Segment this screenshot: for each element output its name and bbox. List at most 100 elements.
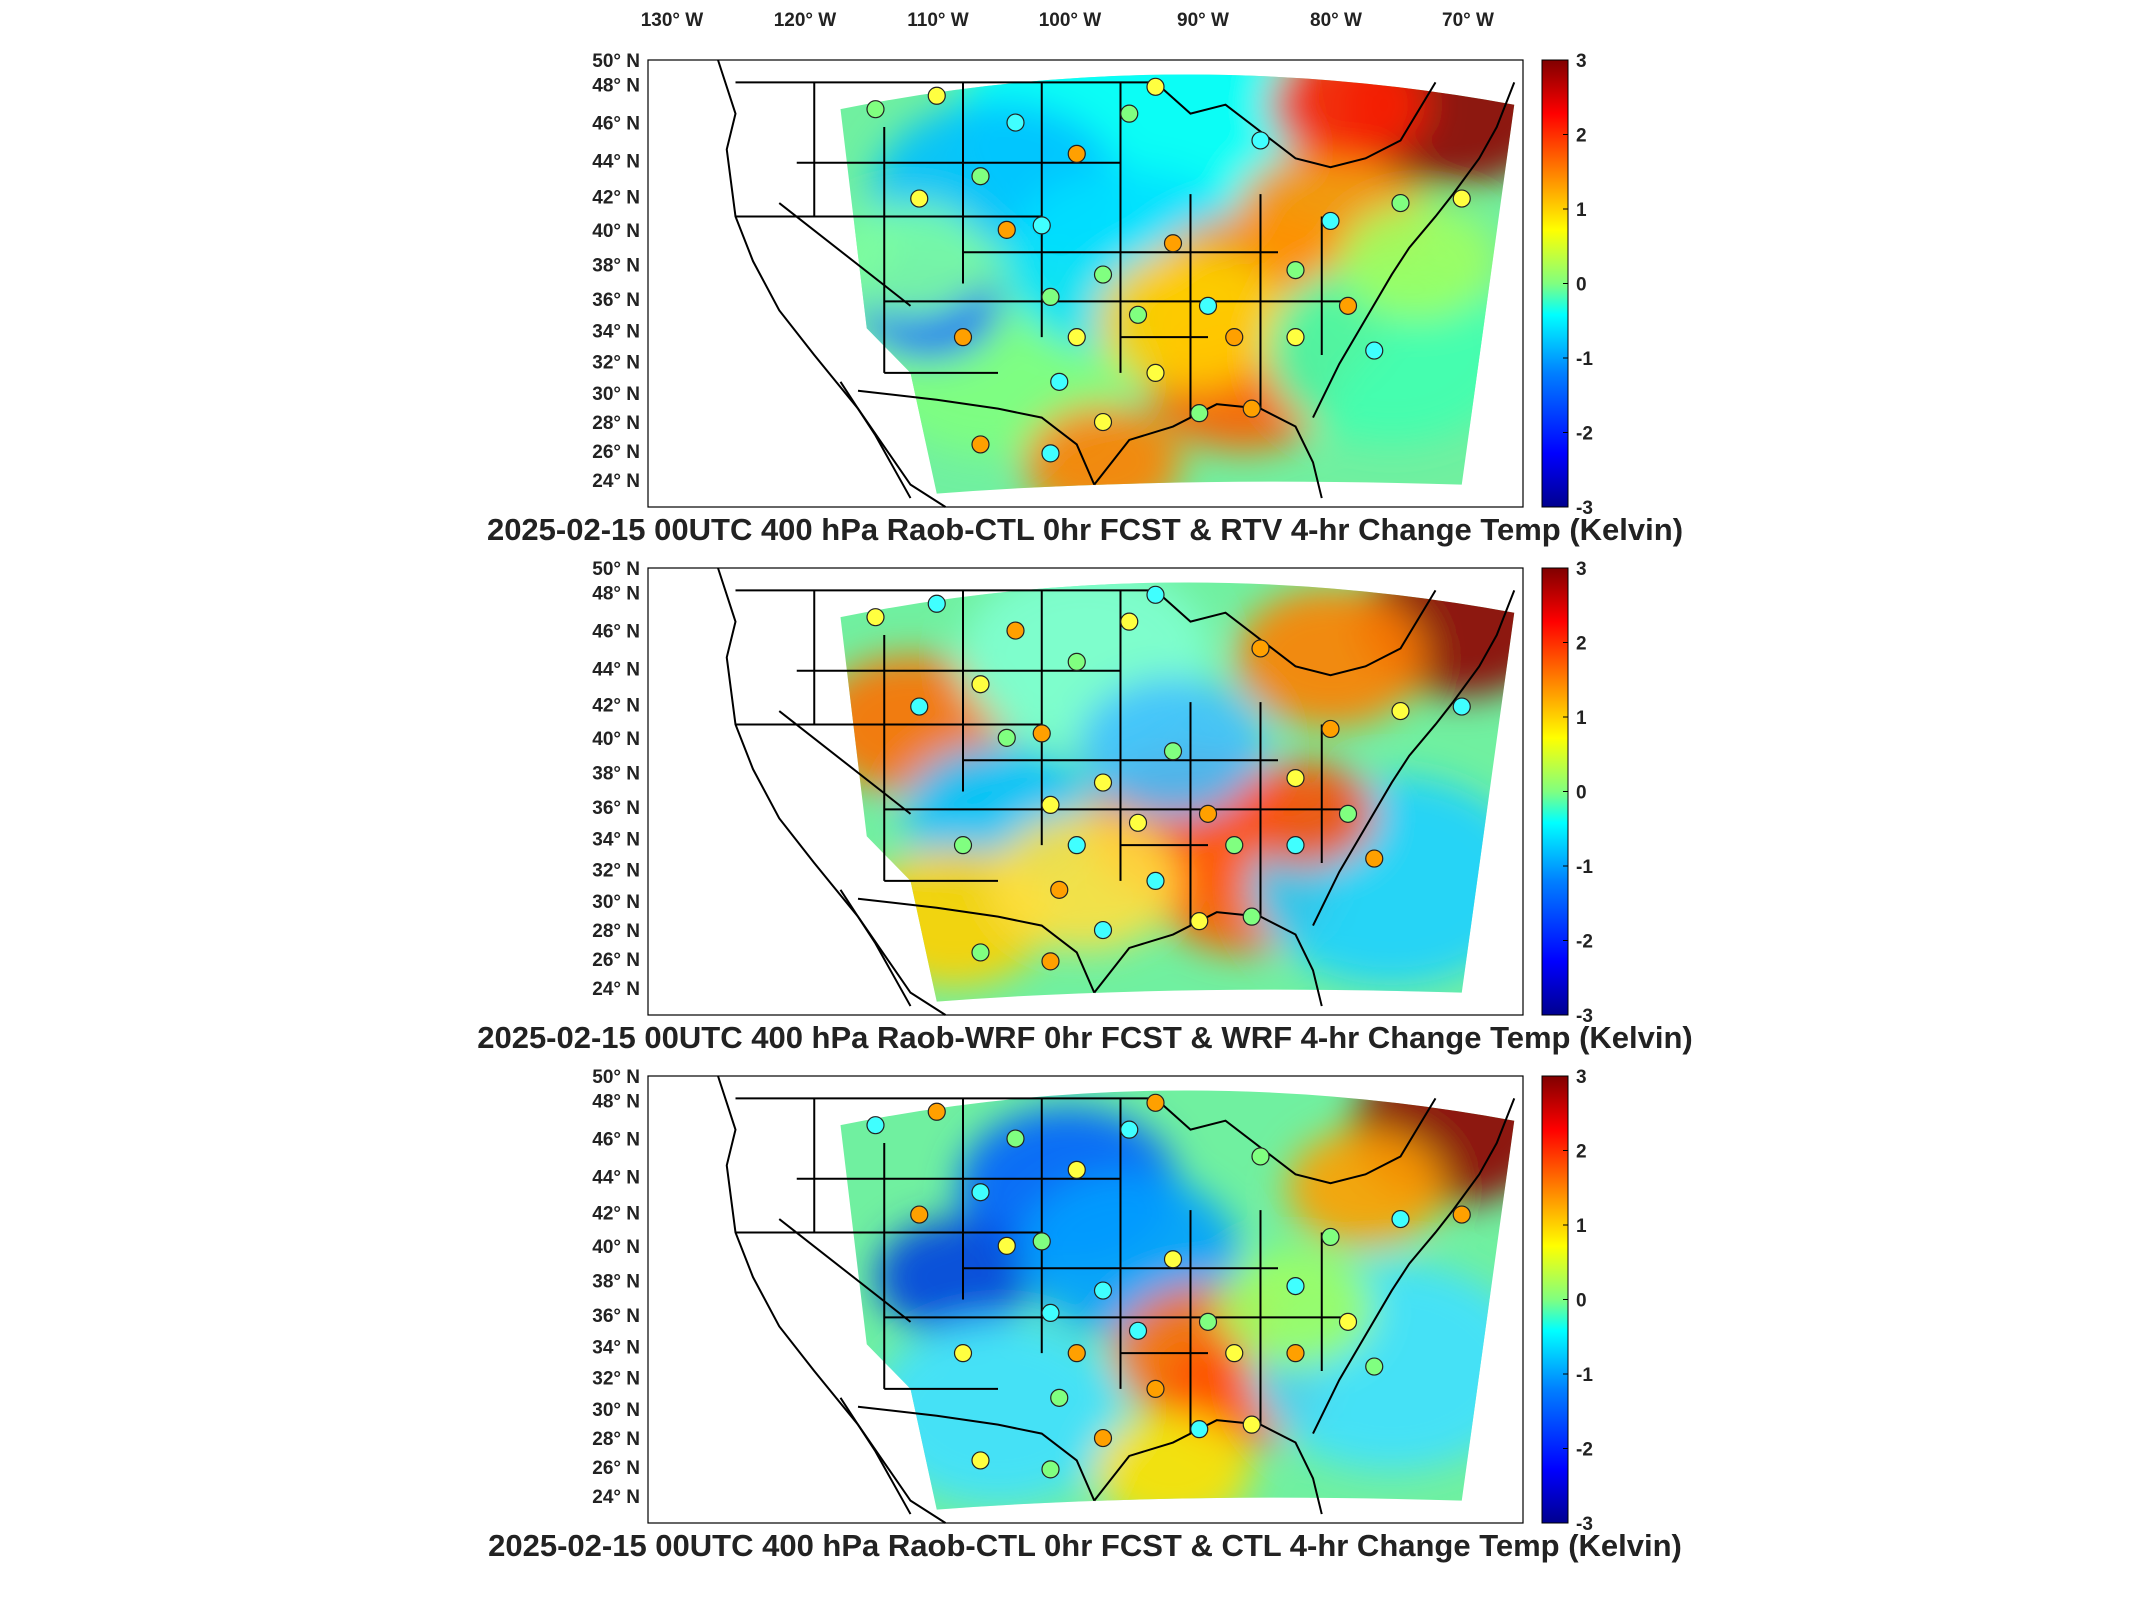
station-marker: [1120, 612, 1139, 631]
station-marker: [1251, 1147, 1270, 1166]
latitude-label: 42° N: [592, 695, 640, 716]
station-marker: [1041, 795, 1060, 815]
latitude-label: 28° N: [592, 413, 640, 434]
colorbar-tick-label: -2: [1576, 932, 1593, 953]
latitude-label: 46° N: [592, 622, 640, 643]
station-marker: [1391, 1209, 1410, 1229]
colorbar-tick-label: -3: [1576, 498, 1593, 519]
colorbar-tick-label: 0: [1576, 275, 1587, 296]
colorbar-tick-label: 1: [1576, 1216, 1587, 1237]
station-marker: [1225, 836, 1244, 855]
station-marker: [1365, 341, 1384, 360]
station-marker: [1006, 621, 1025, 640]
latitude-label: 26° N: [592, 950, 640, 971]
colorbar-tick-label: -3: [1576, 1514, 1593, 1535]
station-marker: [1067, 1160, 1086, 1179]
map-frame: [647, 567, 1524, 1016]
latitude-label: 40° N: [592, 1237, 640, 1258]
station-marker: [1146, 1379, 1165, 1399]
map-panel-1: 50° N 48° N 46° N 44° N 42° N 40° N 38° N 36° N…: [487, 51, 1683, 547]
latitude-label: 36° N: [592, 1306, 640, 1327]
station-marker: [1286, 768, 1305, 788]
longitude-label: 70° W: [1442, 10, 1494, 31]
station-marker: [1041, 1303, 1060, 1323]
station-marker: [1163, 1250, 1183, 1269]
station-marker: [1146, 363, 1165, 382]
temperature-field: [840, 74, 1515, 494]
station-marker: [1225, 1344, 1244, 1363]
map-frame: [647, 1075, 1524, 1524]
station-marker: [1321, 211, 1340, 231]
panel-title: 2025-02-15 00UTC 400 hPa Raob-CTL 0hr FC…: [488, 1528, 1682, 1563]
latitude-label: 50° N: [592, 1067, 640, 1088]
station-marker: [1041, 1460, 1060, 1479]
raob-stations: [866, 585, 1471, 971]
colorbar-tick-label: 0: [1576, 1291, 1587, 1312]
colorbar-tick-label: -3: [1576, 1006, 1593, 1027]
latitude-label: 24° N: [592, 979, 640, 1000]
latitude-label: 24° N: [592, 1487, 640, 1508]
station-marker: [1032, 1232, 1051, 1251]
station-marker: [1032, 216, 1051, 235]
station-marker: [953, 328, 973, 347]
longitude-label: 120° W: [774, 10, 837, 31]
station-marker: [1041, 287, 1060, 307]
station-marker: [927, 86, 946, 105]
station-marker: [1190, 1420, 1209, 1439]
colorbar-tick-label: -2: [1576, 1440, 1593, 1461]
longitude-label: 130° W: [641, 10, 704, 31]
station-marker: [1120, 104, 1139, 123]
station-marker: [1365, 1357, 1384, 1376]
station-marker: [1198, 296, 1218, 315]
latitude-label: 36° N: [592, 290, 640, 311]
latitude-label: 32° N: [592, 353, 640, 374]
latitude-label: 28° N: [592, 1429, 640, 1450]
station-marker: [910, 1205, 929, 1224]
station-marker: [1251, 639, 1270, 658]
station-marker: [1093, 920, 1113, 940]
station-marker: [971, 1183, 990, 1202]
station-marker: [1163, 234, 1183, 253]
station-marker: [1321, 719, 1340, 739]
station-marker: [866, 608, 885, 627]
station-marker: [1067, 836, 1086, 855]
station-marker: [1321, 1227, 1340, 1247]
station-marker: [1163, 742, 1183, 761]
station-marker: [1190, 404, 1209, 423]
latitude-label: 50° N: [592, 559, 640, 580]
temperature-field: [840, 582, 1515, 1002]
station-marker: [953, 836, 973, 855]
latitude-label: 46° N: [592, 1130, 640, 1151]
latitude-label: 38° N: [592, 763, 640, 784]
station-marker: [910, 189, 929, 208]
station-marker: [1050, 880, 1069, 899]
latitude-label: 32° N: [592, 1369, 640, 1390]
latitude-label: 48° N: [592, 584, 640, 605]
station-marker: [1286, 260, 1305, 280]
station-marker: [1391, 193, 1410, 213]
station-marker: [1146, 585, 1165, 604]
longitude-label: 90° W: [1177, 10, 1229, 31]
station-marker: [1093, 412, 1113, 432]
colorbar-tick-label: 3: [1576, 51, 1587, 72]
latitude-label: 44° N: [592, 660, 640, 681]
station-marker: [997, 220, 1016, 239]
latitude-label: 46° N: [592, 114, 640, 135]
station-marker: [1286, 1344, 1305, 1363]
station-marker: [1067, 328, 1086, 347]
station-marker: [1067, 144, 1086, 163]
station-marker: [997, 728, 1016, 747]
station-marker: [971, 167, 990, 186]
station-marker: [1242, 907, 1261, 926]
latitude-label: 34° N: [592, 829, 640, 850]
colorbar-tick-label: -1: [1576, 857, 1593, 878]
map-frame: [647, 59, 1524, 508]
latitude-label: 38° N: [592, 1271, 640, 1292]
latitude-label: 50° N: [592, 51, 640, 72]
latitude-label: 38° N: [592, 255, 640, 276]
raob-stations: [866, 1093, 1471, 1479]
latitude-label: 42° N: [592, 1203, 640, 1224]
station-marker: [1338, 1312, 1358, 1331]
latitude-label: 40° N: [592, 221, 640, 242]
station-marker: [1041, 444, 1060, 463]
